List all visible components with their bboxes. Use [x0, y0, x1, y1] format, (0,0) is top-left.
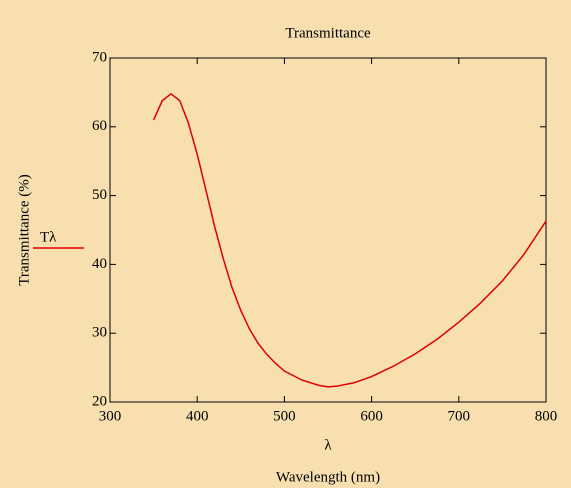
x-tick-label: 700 [448, 408, 471, 424]
x-tick-label: 500 [273, 408, 296, 424]
x-tick-label: 400 [186, 408, 209, 424]
plot-frame [109, 57, 547, 403]
y-tick-label: 70 [92, 49, 107, 65]
y-tick-label: 20 [92, 393, 107, 409]
y-tick-label: 40 [92, 256, 107, 272]
x-tick-label: 600 [360, 408, 383, 424]
x-variable: λ [324, 437, 332, 453]
y-axis-label: Transmittance (%) [16, 174, 32, 286]
x-axis-label: Wavelength (nm) [276, 469, 380, 485]
chart-title: Transmittance [285, 25, 371, 41]
y-tick-label: 60 [92, 118, 107, 134]
y-tick-label: 50 [92, 187, 107, 203]
legend-label: Tλ [40, 229, 57, 245]
x-tick-label: 300 [99, 408, 122, 424]
x-tick-label: 800 [535, 408, 558, 424]
y-tick-label: 30 [92, 325, 107, 341]
data-line [152, 92, 547, 388]
